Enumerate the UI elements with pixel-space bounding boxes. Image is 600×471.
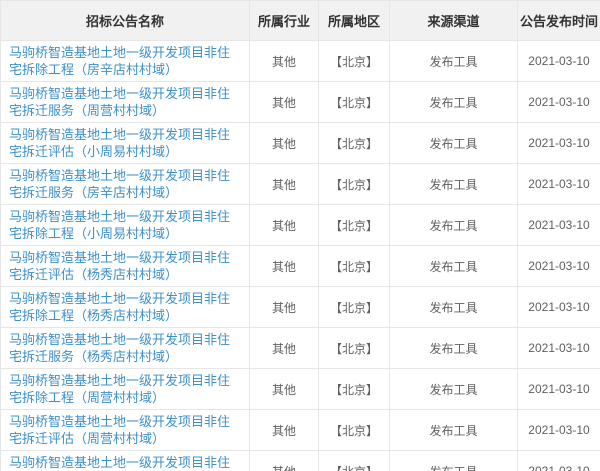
publish-date-cell: 2021-03-10: [517, 245, 600, 287]
publish-date-cell: 2021-03-10: [517, 450, 600, 471]
announcement-link[interactable]: 马驹桥智造基地土地一级开发项目非住宅拆除工程（小周易村村域）: [9, 209, 231, 241]
publish-date-cell: 2021-03-10: [517, 286, 600, 328]
source-channel-cell: 发布工具: [389, 40, 518, 82]
table-row: 马驹桥智造基地土地一级开发项目非住宅拆除工程（房辛店村村域） 其他 【北京】 发…: [0, 40, 600, 82]
source-channel-cell: 发布工具: [389, 81, 518, 123]
industry-cell: 其他: [249, 40, 319, 82]
source-channel-cell: 发布工具: [389, 409, 518, 451]
industry-cell: 其他: [249, 163, 319, 205]
announcement-name-cell: 马驹桥智造基地土地一级开发项目非住宅拆除工程（房辛店村村域）: [0, 40, 250, 82]
publish-date-cell: 2021-03-10: [517, 204, 600, 246]
source-channel-cell: 发布工具: [389, 122, 518, 164]
announcement-link[interactable]: 马驹桥智造基地土地一级开发项目非住宅拆除工程（房辛店村村域）: [9, 45, 231, 77]
region-cell: 【北京】: [318, 163, 390, 205]
announcement-link[interactable]: 马驹桥智造基地土地一级开发项目非住宅拆迁评估（小周易村村域）: [9, 127, 231, 159]
table-row: 马驹桥智造基地土地一级开发项目非住宅拆迁评估（周营村村域） 其他 【北京】 发布…: [0, 409, 600, 451]
announcement-name-cell: 马驹桥智造基地土地一级开发项目非住宅拆迁服务（杨秀店村村域）: [0, 327, 250, 369]
publish-date-cell: 2021-03-10: [517, 409, 600, 451]
industry-cell: 其他: [249, 368, 319, 410]
publish-date-cell: 2021-03-10: [517, 327, 600, 369]
announcement-name-cell: 马驹桥智造基地土地一级开发项目非住宅拆迁服务（房辛店村村域）: [0, 163, 250, 205]
publish-date-cell: 2021-03-10: [517, 81, 600, 123]
announcement-name-cell: 马驹桥智造基地土地一级开发项目非住宅拆迁评估（周营村村域）: [0, 409, 250, 451]
source-channel-cell: 发布工具: [389, 327, 518, 369]
region-cell: 【北京】: [318, 286, 390, 328]
announcement-name-cell: 马驹桥智造基地土地一级开发项目非住宅拆迁评估（小周易村村域）: [0, 122, 250, 164]
table-row: 马驹桥智造基地土地一级开发项目非住宅拆迁服务（小周易村村域） 其他 【北京】 发…: [0, 450, 600, 471]
region-cell: 【北京】: [318, 409, 390, 451]
industry-cell: 其他: [249, 450, 319, 471]
source-channel-cell: 发布工具: [389, 245, 518, 287]
industry-cell: 其他: [249, 245, 319, 287]
table-row: 马驹桥智造基地土地一级开发项目非住宅拆除工程（小周易村村域） 其他 【北京】 发…: [0, 204, 600, 246]
column-header-source-channel: 来源渠道: [389, 0, 518, 41]
publish-date-cell: 2021-03-10: [517, 122, 600, 164]
table-row: 马驹桥智造基地土地一级开发项目非住宅拆除工程（杨秀店村村域） 其他 【北京】 发…: [0, 286, 600, 328]
region-cell: 【北京】: [318, 245, 390, 287]
table-row: 马驹桥智造基地土地一级开发项目非住宅拆迁服务（房辛店村村域） 其他 【北京】 发…: [0, 163, 600, 205]
source-channel-cell: 发布工具: [389, 163, 518, 205]
announcement-link[interactable]: 马驹桥智造基地土地一级开发项目非住宅拆迁服务（周营村村域）: [9, 86, 231, 118]
announcement-link[interactable]: 马驹桥智造基地土地一级开发项目非住宅拆除工程（杨秀店村村域）: [9, 291, 231, 323]
table-header: 招标公告名称 所属行业 所属地区 来源渠道 公告发布时间: [0, 0, 600, 41]
source-channel-cell: 发布工具: [389, 368, 518, 410]
publish-date-cell: 2021-03-10: [517, 368, 600, 410]
source-channel-cell: 发布工具: [389, 204, 518, 246]
publish-date-cell: 2021-03-10: [517, 163, 600, 205]
region-cell: 【北京】: [318, 122, 390, 164]
region-cell: 【北京】: [318, 204, 390, 246]
industry-cell: 其他: [249, 204, 319, 246]
industry-cell: 其他: [249, 286, 319, 328]
announcement-link[interactable]: 马驹桥智造基地土地一级开发项目非住宅拆迁服务（房辛店村村域）: [9, 168, 231, 200]
announcement-name-cell: 马驹桥智造基地土地一级开发项目非住宅拆迁服务（小周易村村域）: [0, 450, 250, 471]
column-header-announcement-name: 招标公告名称: [0, 0, 250, 41]
announcement-name-cell: 马驹桥智造基地土地一级开发项目非住宅拆除工程（周营村村域）: [0, 368, 250, 410]
announcement-link[interactable]: 马驹桥智造基地土地一级开发项目非住宅拆迁服务（杨秀店村村域）: [9, 332, 231, 364]
industry-cell: 其他: [249, 81, 319, 123]
industry-cell: 其他: [249, 327, 319, 369]
header-row: 招标公告名称 所属行业 所属地区 来源渠道 公告发布时间: [0, 0, 600, 41]
announcement-link[interactable]: 马驹桥智造基地土地一级开发项目非住宅拆迁评估（杨秀店村村域）: [9, 250, 231, 282]
announcement-name-cell: 马驹桥智造基地土地一级开发项目非住宅拆迁评估（杨秀店村村域）: [0, 245, 250, 287]
announcement-name-cell: 马驹桥智造基地土地一级开发项目非住宅拆迁服务（周营村村域）: [0, 81, 250, 123]
table-body: 马驹桥智造基地土地一级开发项目非住宅拆除工程（房辛店村村域） 其他 【北京】 发…: [0, 40, 600, 471]
column-header-region: 所属地区: [318, 0, 390, 41]
region-cell: 【北京】: [318, 368, 390, 410]
region-cell: 【北京】: [318, 40, 390, 82]
table-row: 马驹桥智造基地土地一级开发项目非住宅拆迁服务（周营村村域） 其他 【北京】 发布…: [0, 81, 600, 123]
column-header-industry: 所属行业: [249, 0, 319, 41]
column-header-publish-date: 公告发布时间: [517, 0, 600, 41]
table-row: 马驹桥智造基地土地一级开发项目非住宅拆除工程（周营村村域） 其他 【北京】 发布…: [0, 368, 600, 410]
source-channel-cell: 发布工具: [389, 450, 518, 471]
source-channel-cell: 发布工具: [389, 286, 518, 328]
announcement-link[interactable]: 马驹桥智造基地土地一级开发项目非住宅拆迁服务（小周易村村域）: [9, 455, 231, 470]
industry-cell: 其他: [249, 409, 319, 451]
announcement-link[interactable]: 马驹桥智造基地土地一级开发项目非住宅拆迁评估（周营村村域）: [9, 414, 231, 446]
announcement-link[interactable]: 马驹桥智造基地土地一级开发项目非住宅拆除工程（周营村村域）: [9, 373, 231, 405]
table-row: 马驹桥智造基地土地一级开发项目非住宅拆迁服务（杨秀店村村域） 其他 【北京】 发…: [0, 327, 600, 369]
region-cell: 【北京】: [318, 81, 390, 123]
announcement-name-cell: 马驹桥智造基地土地一级开发项目非住宅拆除工程（小周易村村域）: [0, 204, 250, 246]
publish-date-cell: 2021-03-10: [517, 40, 600, 82]
table-row: 马驹桥智造基地土地一级开发项目非住宅拆迁评估（小周易村村域） 其他 【北京】 发…: [0, 122, 600, 164]
region-cell: 【北京】: [318, 450, 390, 471]
announcement-name-cell: 马驹桥智造基地土地一级开发项目非住宅拆除工程（杨秀店村村域）: [0, 286, 250, 328]
industry-cell: 其他: [249, 122, 319, 164]
region-cell: 【北京】: [318, 327, 390, 369]
table-row: 马驹桥智造基地土地一级开发项目非住宅拆迁评估（杨秀店村村域） 其他 【北京】 发…: [0, 245, 600, 287]
